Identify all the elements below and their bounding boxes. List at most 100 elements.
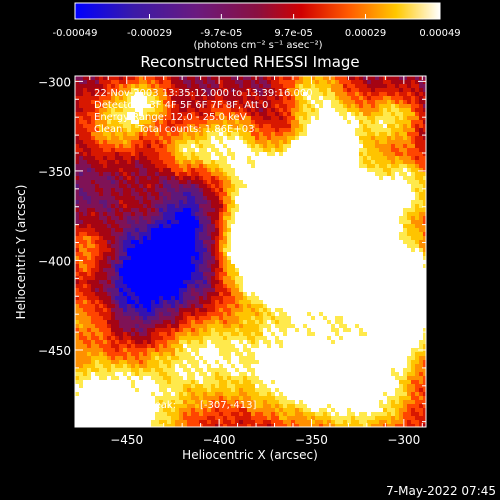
heatmap-cell bbox=[91, 264, 95, 268]
heatmap-cell bbox=[131, 188, 135, 192]
heatmap-cell bbox=[195, 264, 199, 268]
heatmap-cell bbox=[139, 116, 143, 120]
heatmap-cell bbox=[139, 224, 143, 228]
heatmap-cell bbox=[171, 92, 175, 96]
heatmap-cell bbox=[179, 164, 183, 168]
heatmap-cell bbox=[251, 256, 255, 260]
heatmap-cell bbox=[399, 180, 403, 184]
heatmap-cell bbox=[423, 184, 426, 188]
heatmap-cell bbox=[267, 288, 271, 292]
heatmap-cell bbox=[163, 92, 167, 96]
heatmap-cell bbox=[279, 148, 283, 152]
heatmap-cell bbox=[331, 84, 335, 88]
heatmap-cell bbox=[339, 260, 343, 264]
heatmap-cell bbox=[355, 224, 359, 228]
heatmap-cell bbox=[131, 108, 135, 112]
heatmap-cell bbox=[215, 164, 219, 168]
heatmap-cell bbox=[163, 236, 167, 240]
heatmap-cell bbox=[151, 136, 155, 140]
heatmap-cell bbox=[407, 208, 411, 212]
heatmap-cell bbox=[239, 140, 243, 144]
heatmap-cell bbox=[295, 164, 299, 168]
heatmap-cell bbox=[187, 108, 191, 112]
heatmap-cell bbox=[287, 216, 291, 220]
heatmap-cell bbox=[171, 268, 175, 272]
heatmap-cell bbox=[203, 152, 207, 156]
heatmap-cell bbox=[131, 152, 135, 156]
heatmap-cell bbox=[103, 160, 107, 164]
heatmap-cell bbox=[247, 116, 251, 120]
heatmap-cell bbox=[367, 148, 371, 152]
heatmap-cell bbox=[183, 272, 187, 276]
heatmap-cell bbox=[147, 216, 151, 220]
heatmap-cell bbox=[415, 256, 419, 260]
heatmap-cell bbox=[195, 224, 199, 228]
heatmap-cell bbox=[283, 232, 287, 236]
heatmap-cell bbox=[175, 232, 179, 236]
heatmap-cell bbox=[291, 88, 295, 92]
heatmap-cell bbox=[103, 104, 107, 108]
heatmap-cell bbox=[103, 272, 107, 276]
heatmap-cell bbox=[375, 144, 379, 148]
heatmap-cell bbox=[95, 240, 99, 244]
heatmap-cell bbox=[175, 80, 179, 84]
heatmap-cell bbox=[159, 256, 163, 260]
heatmap-cell bbox=[415, 268, 419, 272]
heatmap-cell bbox=[275, 120, 279, 124]
heatmap-cell bbox=[355, 220, 359, 224]
heatmap-cell bbox=[303, 180, 307, 184]
heatmap-cell bbox=[323, 236, 327, 240]
heatmap-cell bbox=[255, 196, 259, 200]
heatmap-cell bbox=[183, 112, 187, 116]
heatmap-cell bbox=[191, 256, 195, 260]
heatmap-cell bbox=[295, 208, 299, 212]
heatmap-cell bbox=[107, 104, 111, 108]
heatmap-cell bbox=[307, 268, 311, 272]
heatmap-cell bbox=[295, 288, 299, 292]
heatmap-cell bbox=[351, 200, 355, 204]
heatmap-cell bbox=[335, 276, 339, 280]
heatmap-cell bbox=[143, 292, 147, 296]
heatmap-cell bbox=[251, 132, 255, 136]
heatmap-cell bbox=[179, 212, 183, 216]
heatmap-cell bbox=[255, 232, 259, 236]
heatmap-cell bbox=[127, 104, 131, 108]
heatmap-cell bbox=[263, 144, 267, 148]
heatmap-cell bbox=[267, 176, 271, 180]
heatmap-cell bbox=[235, 256, 239, 260]
heatmap-cell bbox=[135, 176, 139, 180]
heatmap-cell bbox=[151, 120, 155, 124]
heatmap-cell bbox=[215, 108, 219, 112]
heatmap-cell bbox=[347, 136, 351, 140]
heatmap-cell bbox=[155, 92, 159, 96]
heatmap-cell bbox=[311, 280, 315, 284]
heatmap-cell bbox=[151, 168, 155, 172]
heatmap-cell bbox=[407, 152, 411, 156]
heatmap-cell bbox=[267, 132, 271, 136]
heatmap-cell bbox=[139, 76, 143, 80]
heatmap-cell bbox=[423, 152, 426, 156]
heatmap-cell bbox=[407, 240, 411, 244]
heatmap-cell bbox=[211, 196, 215, 200]
heatmap-cell bbox=[199, 208, 203, 212]
heatmap-cell bbox=[383, 116, 387, 120]
heatmap-cell bbox=[287, 236, 291, 240]
heatmap-cell bbox=[259, 152, 263, 156]
heatmap-cell bbox=[183, 128, 187, 132]
heatmap-cell bbox=[267, 256, 271, 260]
heatmap-cell bbox=[99, 256, 103, 260]
heatmap-cell bbox=[247, 120, 251, 124]
heatmap-cell bbox=[255, 208, 259, 212]
heatmap-cell bbox=[147, 92, 151, 96]
heatmap-cell bbox=[379, 208, 383, 212]
heatmap-cell bbox=[167, 140, 171, 144]
heatmap-cell bbox=[175, 276, 179, 280]
heatmap-cell bbox=[295, 196, 299, 200]
heatmap-cell bbox=[207, 144, 211, 148]
heatmap-cell bbox=[119, 88, 123, 92]
heatmap-cell bbox=[315, 240, 319, 244]
heatmap-cell bbox=[279, 108, 283, 112]
heatmap-cell bbox=[423, 156, 426, 160]
heatmap-cell bbox=[399, 184, 403, 188]
heatmap-cell bbox=[211, 276, 215, 280]
